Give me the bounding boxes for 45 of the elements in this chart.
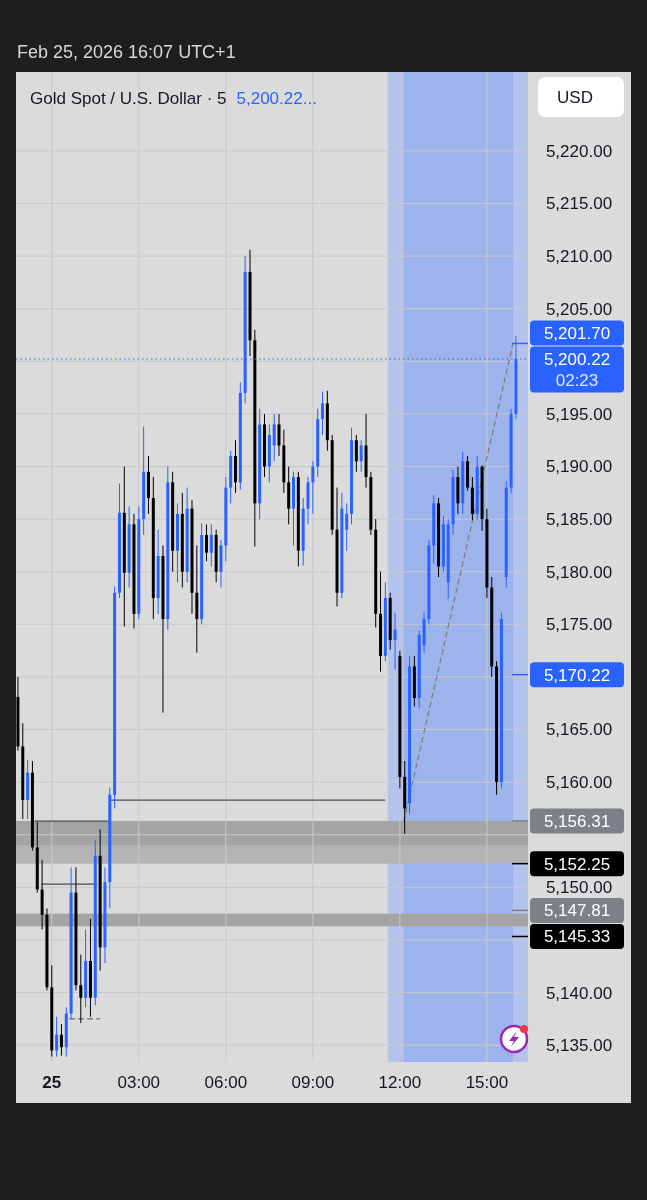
candlestick — [321, 391, 325, 436]
candlestick — [311, 460, 315, 515]
y-tick-label: 5,150.00 — [545, 878, 613, 898]
x-tick-label: 15:00 — [465, 1073, 509, 1092]
ref-line-label: 5,152.25 — [543, 854, 611, 874]
text: 5,200.22... — [236, 89, 317, 108]
text: Gold Spot / U.S. Dollar · 5 — [30, 89, 227, 108]
candlestick — [393, 612, 397, 671]
y-tick-label: 5,135.00 — [545, 1036, 613, 1056]
candlestick — [354, 434, 358, 473]
candlestick — [204, 523, 208, 562]
ref-line-label: 5,147.81 — [543, 901, 611, 921]
ref-line-label: 5,200.22 02:23 — [543, 349, 611, 390]
y-tick-label: 5,175.00 — [545, 615, 613, 635]
x-tick-label: 06:00 — [204, 1073, 248, 1092]
y-tick-label: 5,215.00 — [545, 194, 613, 214]
candlestick — [272, 413, 276, 462]
currency-button: USD — [538, 77, 624, 117]
x-tick-label: 03:00 — [117, 1073, 161, 1092]
candlestick — [277, 413, 281, 457]
ref-line-label: 5,145.33 — [543, 927, 611, 947]
x-tick-label: 12:00 — [378, 1073, 422, 1092]
candlestick — [59, 1023, 63, 1057]
x-tick-label: 09:00 — [291, 1073, 335, 1092]
ref-line-label: 5,170.22 — [543, 665, 611, 685]
y-tick-label: 5,210.00 — [545, 247, 613, 267]
candlestick — [359, 439, 363, 473]
y-tick-label: 5,205.00 — [545, 299, 613, 319]
y-tick-label: 5,140.00 — [545, 983, 613, 1003]
candlestick — [55, 1016, 59, 1058]
y-axis-title: USD — [557, 88, 593, 107]
y-tick-label: 5,190.00 — [545, 457, 613, 477]
ref-line-label: 5,201.70 — [543, 323, 611, 343]
candlestick — [209, 523, 213, 567]
y-tick-label: 5,160.00 — [545, 773, 613, 793]
y-tick-label: 5,185.00 — [545, 510, 613, 530]
y-tick-label: 5,195.00 — [545, 404, 613, 424]
y-tick-label: 5,180.00 — [545, 562, 613, 582]
candlestick — [345, 502, 349, 552]
y-tick-label: 5,220.00 — [545, 141, 613, 161]
y-tick-label: 5,165.00 — [545, 720, 613, 740]
ref-line-label: 5,156.31 — [543, 811, 611, 831]
x-tick-label: 25 — [42, 1073, 62, 1092]
candlestick — [79, 954, 83, 1024]
text: Feb 25, 2026 16:07 UTC+1 — [17, 42, 236, 62]
